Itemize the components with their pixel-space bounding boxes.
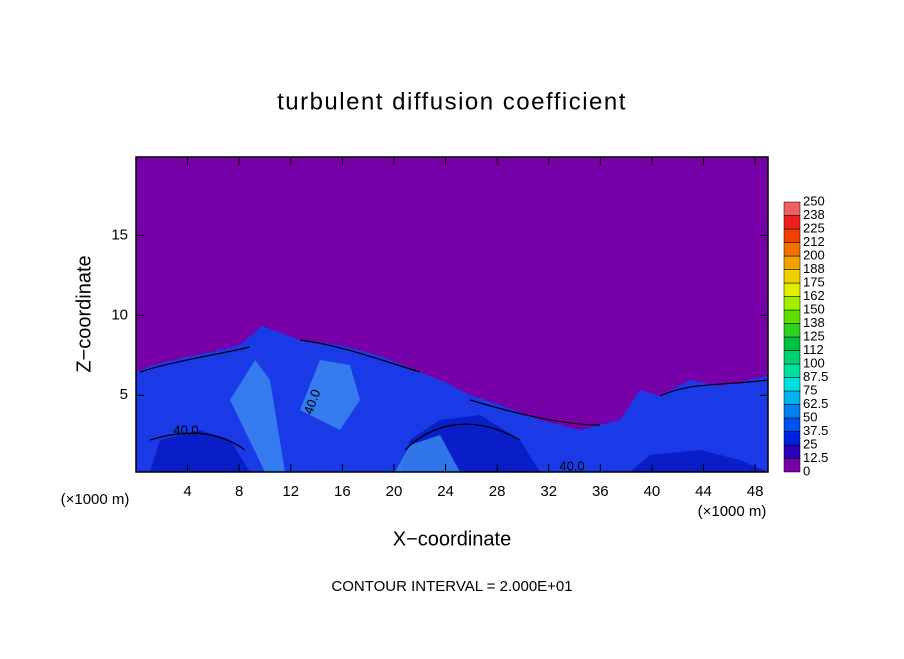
y-tick-label: 10 <box>111 306 128 323</box>
colorbar-band <box>783 269 801 284</box>
x-tick-label: 36 <box>592 483 609 500</box>
colorbar-band <box>783 417 801 432</box>
colorbar-label: 100 <box>803 355 825 370</box>
x-unit: (×1000 m) <box>698 503 767 520</box>
colorbar-label: 75 <box>803 382 817 397</box>
annotation: CONTOUR INTERVAL = 2.000E+01 <box>331 578 572 595</box>
colorbar-label: 250 <box>803 193 825 208</box>
x-tick-label: 20 <box>386 483 403 500</box>
colorbar-band <box>783 336 801 351</box>
colorbar-band <box>783 296 801 311</box>
x-tick-label: 44 <box>695 483 712 500</box>
colorbar-band <box>783 228 801 243</box>
colorbar-label: 37.5 <box>803 423 828 438</box>
contour-line <box>139 339 769 451</box>
colorbar-band <box>783 255 801 270</box>
colorbar-label: 212 <box>803 234 825 249</box>
contour-label: 40.0 <box>173 422 198 437</box>
chart-title: turbulent diffusion coefficient <box>277 88 627 115</box>
colorbar-band <box>783 404 801 419</box>
colorbar-band <box>783 309 801 324</box>
contour-label: 40.0 <box>559 458 584 473</box>
colorbar-band <box>783 215 801 230</box>
colorbar-band <box>783 350 801 365</box>
colorbar-label: 12.5 <box>803 450 828 465</box>
colorbar-label: 112 <box>803 342 824 357</box>
colorbar-band <box>783 282 801 297</box>
colorbar-label: 188 <box>803 261 825 276</box>
x-tick-label: 8 <box>235 483 243 500</box>
y-tick-label: 5 <box>120 386 128 403</box>
x-tick-label: 4 <box>183 483 191 500</box>
colorbar-label: 238 <box>803 207 825 222</box>
plot-frame <box>135 156 769 473</box>
colorbar-label: 62.5 <box>803 396 828 411</box>
x-tick-label: 48 <box>747 483 764 500</box>
y-axis-label: Z−coordinate <box>73 255 95 372</box>
x-tick-label: 28 <box>489 483 506 500</box>
colorbar-band <box>783 363 801 378</box>
colorbar-label: 150 <box>803 301 825 316</box>
field-region <box>136 326 768 472</box>
colorbar-band <box>783 444 801 459</box>
x-tick-label: 24 <box>437 483 454 500</box>
x-axis-label: X−coordinate <box>393 528 511 550</box>
x-tick-label: 40 <box>644 483 661 500</box>
colorbar-label: 87.5 <box>803 369 828 384</box>
colorbar-band <box>783 458 801 473</box>
colorbar-label: 138 <box>803 315 825 330</box>
colorbar-label: 125 <box>803 328 825 343</box>
y-tick-label: 15 <box>111 226 128 243</box>
colorbar-label: 50 <box>803 409 817 424</box>
field-region <box>230 360 460 472</box>
x-unit: (×1000 m) <box>61 491 130 508</box>
x-tick-label: 12 <box>282 483 299 500</box>
colorbar-band <box>783 431 801 446</box>
colorbar-band <box>783 377 801 392</box>
colorbar-label: 0 <box>803 463 810 478</box>
x-tick-label: 16 <box>334 483 351 500</box>
colorbar-band <box>783 242 801 257</box>
colorbar-band <box>783 323 801 338</box>
colorbar-band <box>783 390 801 405</box>
colorbar-label: 225 <box>803 220 825 235</box>
colorbar-band <box>783 201 801 216</box>
colorbar-label: 25 <box>803 436 817 451</box>
field-region <box>150 415 768 472</box>
colorbar-label: 175 <box>803 274 825 289</box>
colorbar-label: 162 <box>803 288 825 303</box>
x-tick-label: 32 <box>540 483 557 500</box>
colorbar-label: 200 <box>803 247 825 262</box>
